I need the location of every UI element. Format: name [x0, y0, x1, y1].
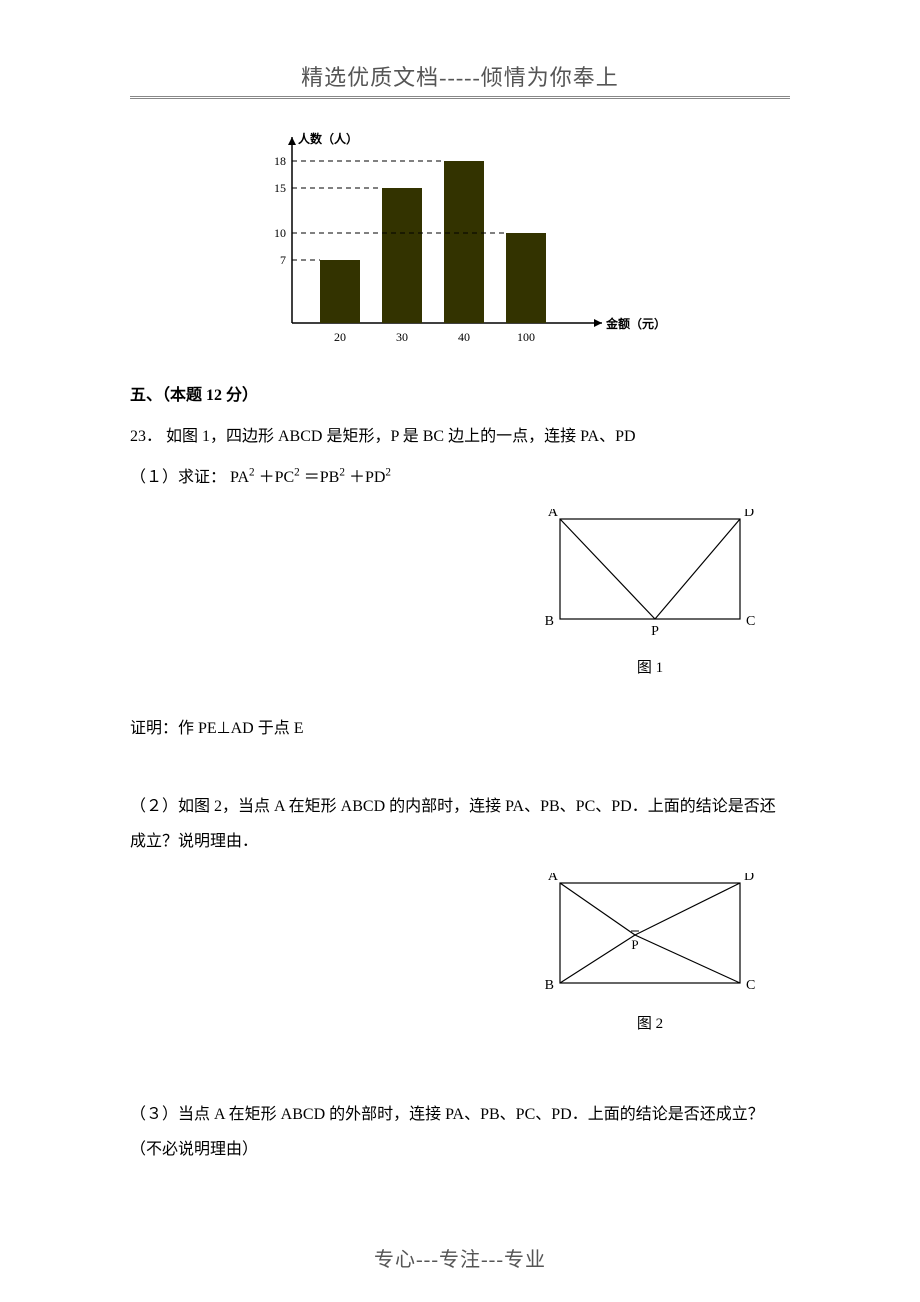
svg-text:D: D [744, 509, 754, 520]
svg-text:P: P [631, 937, 638, 952]
section-5-title: 五、（本题 12 分） [130, 381, 790, 405]
figure-2-wrap: A D B C P 图 2 [130, 873, 790, 1033]
svg-text:30: 30 [396, 330, 408, 344]
svg-text:A: A [548, 873, 559, 884]
page-header: 精选优质文档-----倾情为你奉上 [130, 60, 790, 92]
figure-1: A D B C P [540, 509, 760, 647]
svg-text:金额（元）: 金额（元） [605, 316, 666, 331]
figure-1-caption: 图 1 [540, 656, 760, 677]
q23-part1: （１）求证： PA2 ＋PC2 ＝PB2 ＋PD2 [130, 460, 790, 495]
svg-text:B: B [545, 614, 554, 629]
bar-chart-container: 人数（人） 金额（元） 20 30 40 100 7 10 15 18 [130, 129, 790, 351]
figure-2: A D B C P [540, 873, 760, 1003]
q23-part3: （３）当点 A 在矩形 ABCD 的外部时，连接 PA、PB、PC、PD．上面的… [130, 1097, 790, 1167]
svg-text:15: 15 [274, 181, 286, 195]
q23-part1-formula: PA2 ＋PC2 ＝PB2 ＋PD2 [230, 469, 391, 486]
svg-text:10: 10 [274, 226, 286, 240]
svg-text:D: D [744, 873, 754, 884]
svg-text:100: 100 [517, 330, 535, 344]
figure-1-wrap: A D B C P 图 1 [130, 509, 790, 677]
proof-line: 证明：作 PE⊥AD 于点 E [130, 711, 790, 746]
figure-2-caption: 图 2 [540, 1012, 760, 1033]
svg-text:7: 7 [280, 253, 286, 267]
q23-part1-prefix: （１）求证： [130, 469, 226, 486]
svg-text:C: C [746, 978, 755, 993]
q23-intro: 23． 如图 1，四边形 ABCD 是矩形，P 是 BC 边上的一点，连接 PA… [130, 419, 790, 454]
q23-part2: （２）如图 2，当点 A 在矩形 ABCD 的内部时，连接 PA、PB、PC、P… [130, 789, 790, 859]
header-rule [130, 96, 790, 99]
svg-text:A: A [548, 509, 559, 520]
page-footer: 专心---专注---专业 [0, 1243, 920, 1272]
svg-text:P: P [651, 624, 659, 639]
donation-bar-chart: 人数（人） 金额（元） 20 30 40 100 7 10 15 18 [248, 129, 672, 351]
svg-text:人数（人）: 人数（人） [298, 131, 358, 146]
svg-text:C: C [746, 614, 755, 629]
svg-text:B: B [545, 978, 554, 993]
svg-text:18: 18 [274, 154, 286, 168]
svg-text:20: 20 [334, 330, 346, 344]
svg-text:40: 40 [458, 330, 470, 344]
